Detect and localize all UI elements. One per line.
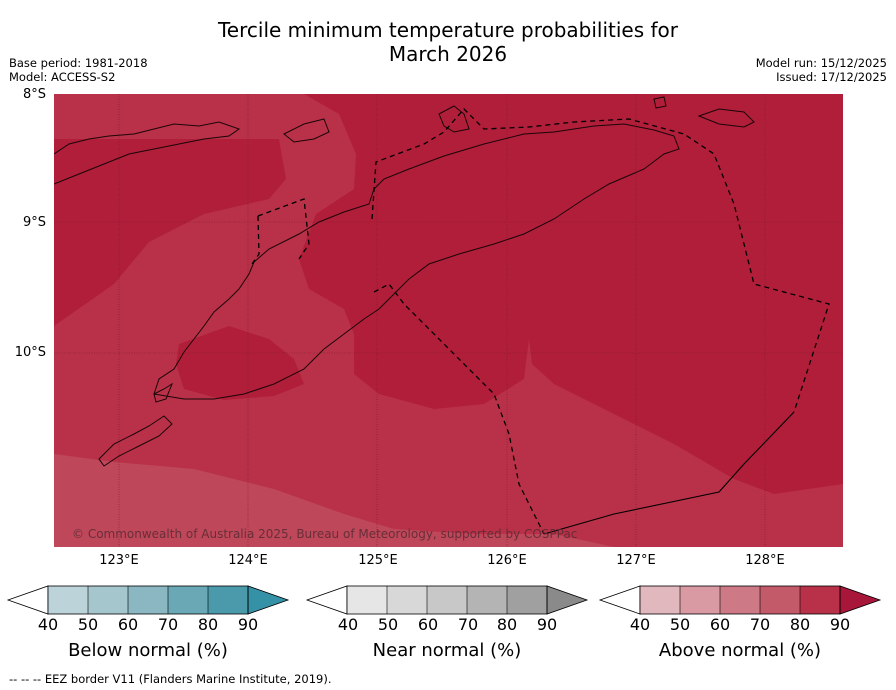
colorbar-segment <box>128 586 168 614</box>
colorbar-extend-high <box>839 585 882 615</box>
cb-near-title: Near normal (%) <box>372 640 522 661</box>
colorbar-below <box>6 585 290 615</box>
cb-below-tick: 90 <box>237 615 259 634</box>
cb-near-tick: 40 <box>337 615 359 634</box>
colorbar-extend-low <box>6 585 49 615</box>
contour-blob-timor <box>176 326 304 400</box>
cb-near-tick: 50 <box>377 615 399 634</box>
colorbar-segment <box>507 586 547 614</box>
cb-above-tick: 40 <box>629 615 651 634</box>
cb-above-tick: 80 <box>789 615 811 634</box>
copyright-notice: © Commonwealth of Australia 2025, Bureau… <box>72 527 578 541</box>
contour-region-80-90 <box>54 94 843 547</box>
flores-coast <box>54 121 241 185</box>
colorbar-extend-low <box>305 585 348 615</box>
islands-east-coast <box>697 108 755 128</box>
model-name: Model: ACCESS-S2 <box>9 70 116 84</box>
colorbar-near <box>305 585 589 615</box>
coastlines <box>54 96 755 467</box>
eez-legend-footer: -- -- -- EEZ border V11 (Flanders Marine… <box>9 672 332 686</box>
lon-label-126e: 126°E <box>487 553 527 568</box>
meta-left: Base period: 1981-2018 Model: ACCESS-S2 <box>9 56 148 84</box>
colorbar-segment <box>427 586 467 614</box>
colorbar-segment <box>208 586 248 614</box>
issued-date: Issued: 17/12/2025 <box>776 70 887 84</box>
colorbar-segment <box>640 586 680 614</box>
colorbar-outline <box>47 585 249 615</box>
colorbar-above <box>598 585 882 615</box>
colorbar-segment <box>467 586 507 614</box>
eez-borders <box>251 108 830 535</box>
colorbar-segment <box>760 586 800 614</box>
cb-above-tick: 70 <box>749 615 771 634</box>
meta-right: Model run: 15/12/2025 Issued: 17/12/2025 <box>756 56 887 84</box>
cb-above-tick: 50 <box>669 615 691 634</box>
chart-title: Tercile minimum temperature probabilitie… <box>0 18 896 66</box>
eez-border-solid <box>543 411 795 535</box>
lat-label-10s: 10°S <box>14 345 46 360</box>
colorbar-segment <box>680 586 720 614</box>
lon-label-128e: 128°E <box>745 553 785 568</box>
colorbar-segment <box>387 586 427 614</box>
model-run: Model run: 15/12/2025 <box>755 56 887 70</box>
alor-coast <box>283 118 330 143</box>
contour-blob-west <box>54 139 286 326</box>
eez-border-timor-leste <box>371 108 830 413</box>
cb-above-tick: 60 <box>709 615 731 634</box>
colorbar-extend-high <box>546 585 589 615</box>
lon-label-125e: 125°E <box>358 553 398 568</box>
colorbar-segment <box>347 586 387 614</box>
title-line-1: Tercile minimum temperature probabilitie… <box>217 18 679 42</box>
lon-label-124e: 124°E <box>228 553 268 568</box>
cb-near-tick: 60 <box>417 615 439 634</box>
colorbar-segment <box>720 586 760 614</box>
cb-above-tick: 90 <box>829 615 851 634</box>
cb-near-tick: 90 <box>536 615 558 634</box>
cb-below-tick: 80 <box>197 615 219 634</box>
lat-label-9s: 9°S <box>22 215 46 230</box>
eez-border-south <box>373 283 545 535</box>
lat-label-8s: 8°S <box>22 87 46 102</box>
cb-near-tick: 70 <box>457 615 479 634</box>
cb-below-tick: 60 <box>117 615 139 634</box>
gridlines <box>54 94 843 547</box>
cb-below-tick: 40 <box>37 615 59 634</box>
colorbar-extend-low <box>598 585 641 615</box>
base-period: Base period: 1981-2018 <box>9 56 148 70</box>
semau-island-coast <box>153 382 174 403</box>
timor-island-coast <box>153 123 680 400</box>
probability-map <box>54 94 843 547</box>
rote-island-coast <box>98 415 173 467</box>
cb-below-tick: 50 <box>77 615 99 634</box>
colorbar-segment <box>88 586 128 614</box>
cb-below-title: Below normal (%) <box>68 640 228 661</box>
eez-border-north <box>251 198 310 265</box>
cb-below-tick: 70 <box>157 615 179 634</box>
kisar-coast <box>653 96 667 109</box>
colorbars <box>6 585 882 615</box>
cb-near-tick: 80 <box>496 615 518 634</box>
colorbar-segment <box>800 586 840 614</box>
lon-label-127e: 127°E <box>616 553 656 568</box>
colorbar-extend-high <box>247 585 290 615</box>
colorbar-segment <box>48 586 88 614</box>
wetar-coast <box>438 105 470 133</box>
lon-label-123e: 123°E <box>99 553 139 568</box>
colorbar-segment <box>168 586 208 614</box>
colorbar-outline <box>639 585 841 615</box>
contour-band-70-80 <box>54 454 614 547</box>
cb-above-title: Above normal (%) <box>658 640 822 661</box>
colorbar-outline <box>346 585 548 615</box>
title-line-2: March 2026 <box>388 42 508 66</box>
